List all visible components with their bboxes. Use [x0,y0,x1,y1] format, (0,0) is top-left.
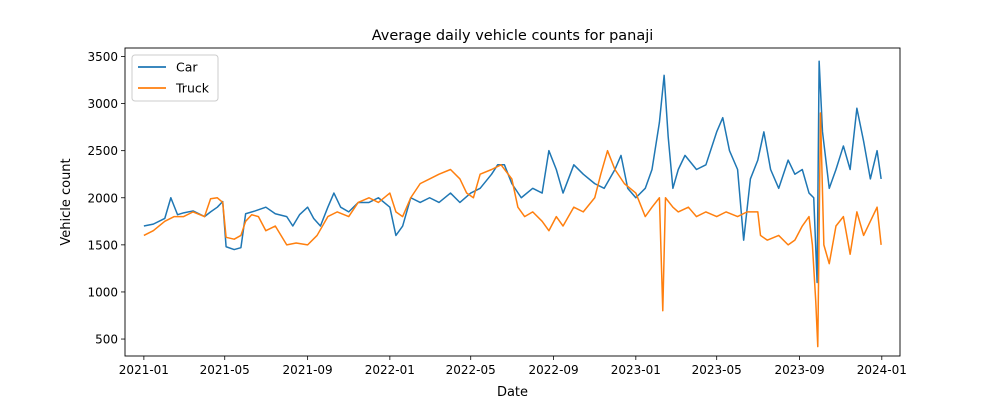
y-tick-label: 1500 [87,238,118,252]
x-tick-label: 2022-09 [529,363,579,377]
x-axis-label: Date [497,385,528,400]
x-tick-label: 2021-05 [200,363,250,377]
y-tick-label: 1000 [87,285,118,299]
chart-title: Average daily vehicle counts for panaji [372,28,654,44]
x-tick-label: 2023-09 [775,363,825,377]
y-axis: 500 1000 1500 2000 2500 3000 3500 [87,50,125,347]
x-tick-label: 2021-09 [283,363,333,377]
legend-label: Car [176,60,198,75]
series-line-truck [143,112,882,348]
x-tick-label: 2022-05 [446,363,496,377]
series-layer [143,60,882,348]
legend: Car Truck [131,54,219,102]
y-tick-label: 2500 [87,144,118,158]
plot-frame [124,47,901,357]
y-tick-label: 3500 [87,50,118,64]
x-tick-label: 2023-05 [692,363,742,377]
y-tick-label: 3000 [87,97,118,111]
y-axis-label: Vehicle count [59,158,74,245]
x-tick-label: 2023-01 [611,363,661,377]
y-tick-label: 500 [95,333,118,347]
x-tick-label: 2022-01 [365,363,415,377]
series-line-car [143,60,882,284]
legend-label: Truck [175,81,210,96]
x-tick-label: 2024-01 [857,363,907,377]
x-axis: 2021-01 2021-05 2021-09 2022-01 2022-05 2022-… [119,356,907,377]
y-tick-label: 2000 [87,191,118,205]
x-tick-label: 2021-01 [119,363,169,377]
